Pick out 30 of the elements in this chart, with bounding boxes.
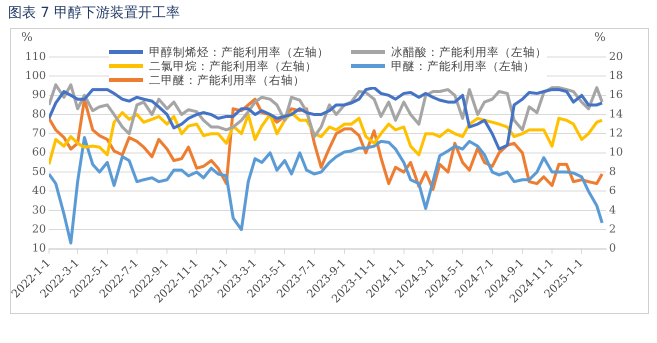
legend-label: 冰醋酸：产能利用率（左轴） bbox=[391, 45, 547, 59]
y2-tick-label: 8 bbox=[609, 164, 616, 178]
y-tick-label: 40 bbox=[32, 184, 46, 198]
y2-axis-title: % bbox=[594, 30, 606, 44]
y2-tick-label: 16 bbox=[609, 88, 623, 102]
y-tick-label: 90 bbox=[32, 88, 46, 102]
legend-label: 二甲醚：产能利用率（右轴） bbox=[149, 73, 305, 87]
y2-tick-label: 20 bbox=[609, 50, 623, 63]
chart-title: 图表 7 甲醇下游装置开工率 bbox=[8, 4, 180, 22]
legend-label: 甲醇制烯烃：产能利用率（左轴） bbox=[149, 45, 329, 59]
y2-tick-label: 18 bbox=[609, 69, 623, 82]
y-tick-label: 10 bbox=[32, 242, 46, 255]
y-tick-label: 100 bbox=[24, 69, 46, 82]
y-tick-label: 110 bbox=[24, 50, 46, 63]
y-tick-label: 70 bbox=[32, 126, 46, 140]
y-tick-label: 60 bbox=[32, 146, 46, 159]
y-tick-label: 50 bbox=[32, 164, 46, 178]
legend-label: 甲醚：产能利用率（左轴） bbox=[391, 59, 535, 73]
y2-tick-label: 2 bbox=[609, 222, 616, 236]
y-tick-label: 80 bbox=[32, 107, 46, 120]
y2-tick-label: 4 bbox=[609, 203, 616, 216]
y2-tick-label: 14 bbox=[609, 107, 623, 120]
y-tick-label: 30 bbox=[32, 203, 46, 216]
legend-label: 二氯甲烷：产能利用率（左轴） bbox=[149, 59, 317, 73]
y2-tick-label: 10 bbox=[609, 146, 623, 159]
y2-tick-label: 12 bbox=[609, 126, 623, 140]
y2-tick-label: 0 bbox=[609, 242, 616, 255]
y-tick-label: 20 bbox=[32, 222, 46, 236]
y-axis-title: % bbox=[21, 30, 33, 44]
y2-tick-label: 6 bbox=[609, 184, 616, 198]
